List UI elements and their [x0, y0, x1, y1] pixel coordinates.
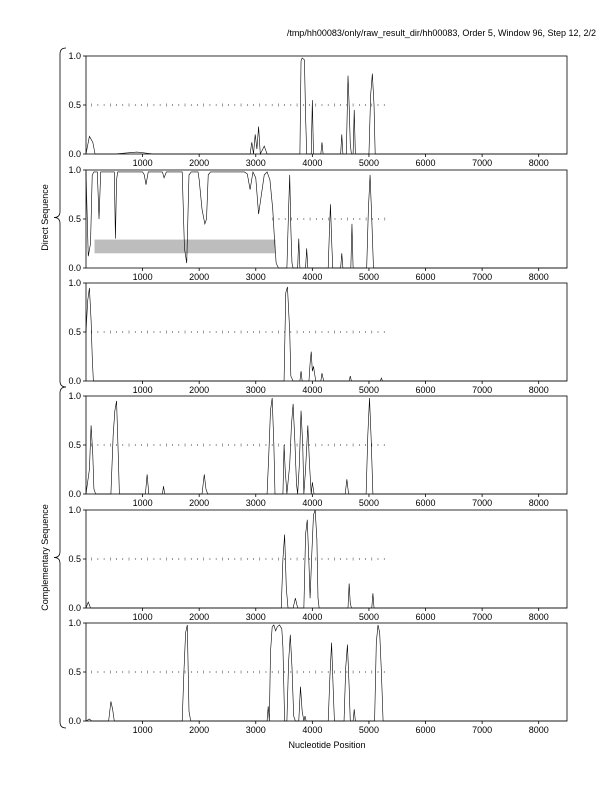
x-tick-label: 1000	[133, 498, 153, 508]
y-tick-label: 1.0	[68, 505, 81, 515]
y-tick-label: 0.0	[68, 376, 81, 386]
panel-4: 0.0 0.5 1.0 1000 2000 3000 4000 5000 6000 7000 800…	[68, 391, 568, 508]
x-tick-label: 6000	[416, 385, 436, 395]
y-tick-label: 0.0	[68, 716, 81, 726]
x-tick-label: 8000	[529, 158, 549, 168]
series-line	[85, 286, 567, 382]
y-tick-label: 1.0	[68, 51, 81, 61]
x-axis-title: Nucleotide Position	[288, 740, 365, 750]
x-tick-label: 4000	[302, 725, 322, 735]
x-tick-label: 8000	[529, 725, 549, 735]
x-tick-label: 6000	[416, 272, 436, 282]
series-line	[85, 397, 567, 495]
complementary-sequence-brace	[53, 386, 67, 729]
series-line	[85, 509, 567, 609]
direct-sequence-brace	[53, 47, 67, 388]
plot-frame	[85, 509, 568, 609]
y-tick-label: 0.5	[68, 440, 81, 450]
x-tick-label: 3000	[246, 272, 266, 282]
x-tick-label: 7000	[472, 725, 492, 735]
y-tick-label: 1.0	[68, 165, 81, 175]
x-tick-label: 7000	[472, 498, 492, 508]
x-tick-label: 5000	[359, 272, 379, 282]
plot-frame	[85, 622, 568, 722]
x-tick-label: 6000	[416, 725, 436, 735]
x-tick-label: 2000	[189, 385, 209, 395]
x-tick-label: 6000	[416, 158, 436, 168]
highlight-box	[94, 239, 276, 254]
direct-sequence-label: Direct Sequence	[40, 184, 50, 251]
panel-6: 0.0 0.5 1.0 1000 2000 3000 4000 5000 6000 7000 800…	[68, 618, 568, 735]
panel-3: 0.0 0.5 1.0 1000 2000 3000 4000 5000 6000 7000 800…	[68, 278, 568, 395]
x-tick-label: 2000	[189, 272, 209, 282]
x-tick-label: 8000	[529, 498, 549, 508]
plot-frame	[85, 395, 568, 495]
x-tick-label: 1000	[133, 725, 153, 735]
x-tick-label: 5000	[359, 612, 379, 622]
x-tick-label: 4000	[302, 272, 322, 282]
x-tick-label: 4000	[302, 385, 322, 395]
x-tick-label: 3000	[246, 725, 266, 735]
y-tick-label: 0.5	[68, 667, 81, 677]
x-tick-label: 4000	[302, 158, 322, 168]
complementary-sequence-label: Complementary Sequence	[40, 504, 50, 611]
y-tick-label: 0.5	[68, 100, 81, 110]
x-tick-label: 3000	[246, 612, 266, 622]
x-tick-label: 7000	[472, 272, 492, 282]
panels: 0.0 0.5 1.0 1000 2000 3000 4000 5000 6000 7000 800…	[68, 51, 568, 735]
x-tick-label: 2000	[189, 612, 209, 622]
y-tick-label: 0.0	[68, 263, 81, 273]
x-tick-label: 8000	[529, 385, 549, 395]
x-tick-label: 7000	[472, 612, 492, 622]
x-tick-label: 2000	[189, 498, 209, 508]
series-line	[85, 57, 567, 156]
x-tick-label: 4000	[302, 498, 322, 508]
x-tick-label: 7000	[472, 158, 492, 168]
y-tick-label: 0.0	[68, 603, 81, 613]
x-tick-label: 1000	[133, 385, 153, 395]
x-tick-label: 2000	[189, 725, 209, 735]
plot-frame	[85, 55, 568, 155]
x-tick-label: 6000	[416, 498, 436, 508]
x-tick-label: 1000	[133, 272, 153, 282]
x-tick-label: 3000	[246, 498, 266, 508]
y-tick-label: 1.0	[68, 278, 81, 288]
x-tick-label: 3000	[246, 385, 266, 395]
page-header: /tmp/hh00083/only/raw_result_dir/hh00083…	[287, 28, 596, 38]
y-tick-label: 1.0	[68, 391, 81, 401]
series-line	[85, 624, 567, 722]
x-tick-label: 2000	[189, 158, 209, 168]
x-tick-label: 8000	[529, 612, 549, 622]
x-tick-label: 5000	[359, 385, 379, 395]
x-tick-label: 5000	[359, 158, 379, 168]
x-tick-label: 5000	[359, 725, 379, 735]
x-tick-label: 4000	[302, 612, 322, 622]
y-tick-label: 1.0	[68, 618, 81, 628]
plot-frame	[85, 282, 568, 382]
x-tick-label: 3000	[246, 158, 266, 168]
y-tick-label: 0.5	[68, 554, 81, 564]
x-tick-label: 7000	[472, 385, 492, 395]
y-tick-label: 0.0	[68, 489, 81, 499]
panel-2: 0.0 0.5 1.0 1000 2000 3000 4000 5000 6000 7000 800…	[68, 165, 568, 282]
x-tick-label: 8000	[529, 272, 549, 282]
panel-5: 0.0 0.5 1.0 1000 2000 3000 4000 5000 6000 7000 800…	[68, 505, 568, 622]
y-tick-label: 0.0	[68, 149, 81, 159]
x-tick-label: 1000	[133, 158, 153, 168]
series-line	[85, 170, 567, 269]
x-tick-label: 1000	[133, 612, 153, 622]
y-tick-label: 0.5	[68, 327, 81, 337]
x-tick-label: 6000	[416, 612, 436, 622]
y-tick-label: 0.5	[68, 214, 81, 224]
x-tick-label: 5000	[359, 498, 379, 508]
panel-1: 0.0 0.5 1.0 1000 2000 3000 4000 5000 6000 7000 800…	[68, 51, 568, 168]
